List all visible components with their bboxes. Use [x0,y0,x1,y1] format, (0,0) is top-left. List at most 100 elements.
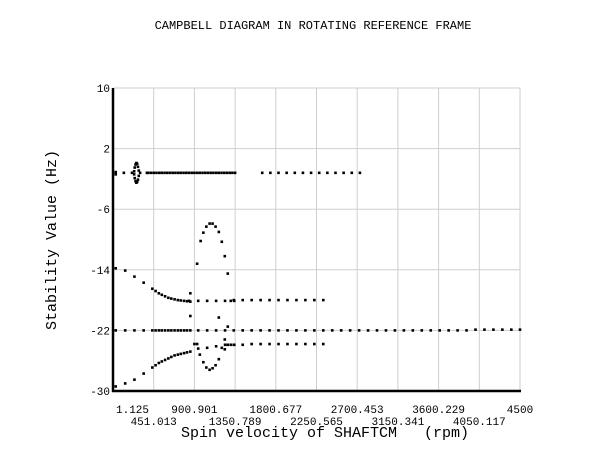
data-point [160,171,164,175]
data-point [195,342,199,346]
data-point [217,230,221,234]
data-point [313,342,316,346]
data-point [321,298,325,302]
data-point [163,171,166,175]
data-point [334,171,337,175]
data-point [268,329,271,332]
data-point [212,171,215,175]
data-point [232,299,236,303]
data-point [208,368,211,372]
data-point [295,342,298,346]
data-point [163,329,167,332]
data-point [173,329,176,332]
data-point [133,166,137,169]
data-point [277,342,280,346]
data-point [402,329,406,332]
data-point [214,363,217,367]
x-tick-label: 451.013 [131,417,177,429]
data-point [133,378,136,381]
y-tick-label: 2 [103,145,110,157]
data-point [317,171,321,175]
y-tick-label: -30 [90,387,110,399]
data-point [137,174,141,178]
data-point [185,299,189,303]
data-point [214,345,218,348]
data-point [260,171,264,175]
data-point [182,329,186,332]
data-point [250,298,253,302]
data-point [160,329,164,332]
data-point [205,299,209,303]
data-point [241,343,244,347]
data-point [217,316,221,319]
data-point [241,329,244,332]
x-tick-labels: 1.125451.013900.9011350.7891800.6772250.… [116,405,533,429]
data-point [176,298,180,302]
data-point [189,300,192,303]
data-point [151,366,154,369]
x-tick-label: 2250.565 [290,417,343,429]
data-point [518,328,522,331]
data-point [214,329,218,332]
data-point [122,171,126,175]
data-point [304,342,307,346]
data-point [163,358,167,362]
data-point [136,165,140,169]
data-point [225,171,229,175]
data-point [309,171,313,175]
data-point [152,171,155,175]
data-point [259,298,262,302]
data-point [214,225,217,228]
data-point [167,357,170,360]
data-point [138,171,142,175]
data-point [393,329,397,332]
grid-lines [112,87,521,392]
data-point [286,298,289,302]
data-point [198,353,202,356]
data-point [176,353,180,356]
data-point [295,329,298,332]
data-point [130,171,134,175]
data-point [187,171,191,175]
data-point [114,173,118,176]
data-point [154,289,157,293]
data-point [295,298,298,302]
data-point [151,329,154,332]
data-point [123,269,127,272]
data-point [330,329,334,332]
data-point [179,329,183,332]
data-point [167,296,170,300]
data-point [277,329,280,332]
data-point [170,297,173,300]
x-tick-label: 1800.677 [249,405,302,417]
data-point [167,329,170,332]
data-point [201,171,204,175]
data-point [268,298,271,302]
data-point [114,266,118,270]
data-point [366,329,370,332]
data-point [223,348,227,351]
data-point [202,231,205,234]
data-point [321,329,325,332]
data-point [375,329,379,332]
data-point [193,171,196,175]
data-point [151,287,154,291]
data-point [348,329,352,332]
data-point [145,171,149,175]
data-point [384,329,388,332]
data-point [326,171,329,175]
chart-title: CAMPBELL DIAGRAM IN ROTATING REFERENCE F… [155,19,472,33]
data-point [220,240,224,244]
data-point [217,171,221,175]
data-point [163,295,167,298]
y-tick-label: -14 [90,266,110,278]
data-point [173,298,176,301]
data-point [501,328,504,331]
data-point [123,329,127,332]
data-point [250,329,253,332]
x-tick-label: 1.125 [116,405,149,417]
data-point [157,361,161,365]
data-point [357,329,361,332]
data-point [179,299,183,302]
